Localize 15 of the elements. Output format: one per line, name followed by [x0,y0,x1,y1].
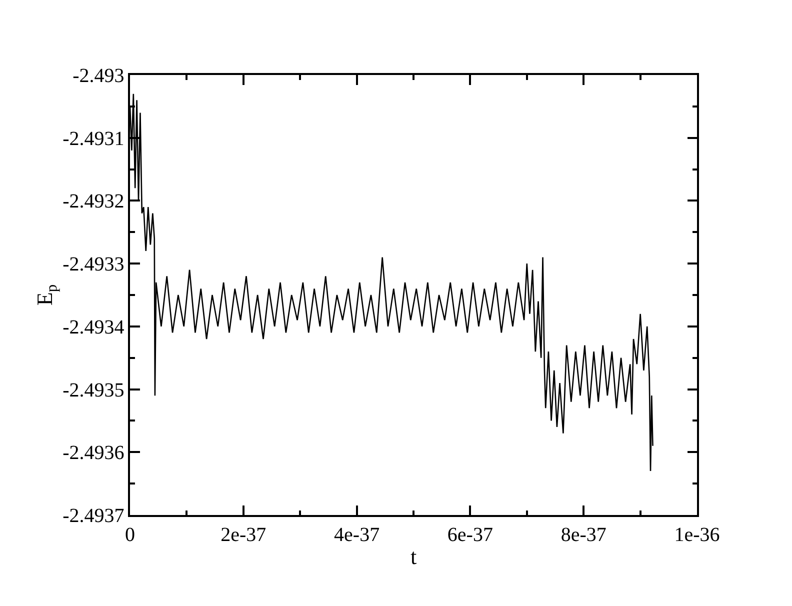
x-tick-label: 2e-37 [220,524,266,546]
y-tick-label: -2.4935 [62,379,124,402]
x-tick-label: 8e-37 [560,524,606,546]
y-tick-label: -2.4936 [62,442,124,464]
y-tick-label: -2.493 [72,65,124,87]
y-tick-label: -2.4931 [62,128,124,150]
y-tick-label: -2.4934 [62,316,124,338]
x-tick-label: 0 [125,524,135,546]
x-axis-title: t [410,544,417,570]
x-tick-label: 1e-36 [674,524,720,546]
y-tick-label: -2.4937 [62,505,124,527]
x-tick-label: 6e-37 [447,524,493,546]
y-tick-label: -2.4932 [62,190,124,213]
y-tick-label: -2.4933 [62,254,124,276]
x-tick-label: 4e-37 [334,524,380,546]
